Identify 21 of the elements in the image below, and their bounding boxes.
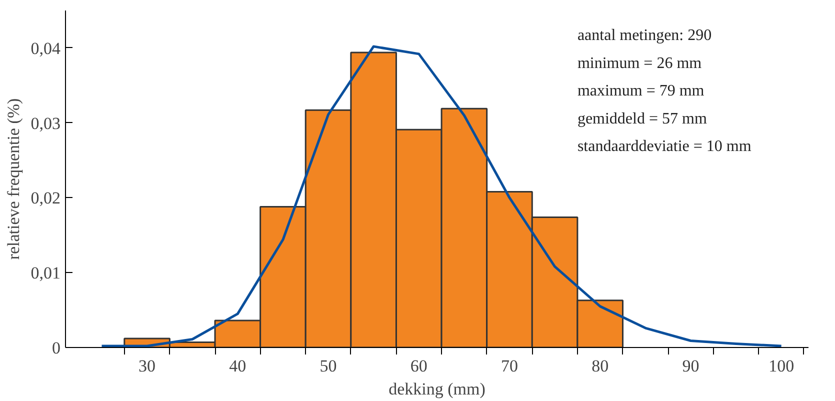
x-tick-label: 90: [682, 356, 700, 376]
annotation: standaarddeviatie = 10 mm: [577, 138, 752, 156]
annotation: maximum = 79 mm: [577, 82, 705, 100]
annotation: aantal metingen: 290: [577, 27, 712, 44]
x-tick-label: 70: [500, 356, 518, 376]
annotation: gemiddeld = 57 mm: [577, 110, 708, 128]
x-tick-label: 40: [229, 356, 246, 376]
y-tick-label: 0: [52, 338, 60, 358]
y-tick-label: 0,03: [30, 114, 60, 133]
y-tick-label: 0,04: [30, 38, 61, 58]
y-tick-label: 0,01: [30, 264, 60, 283]
y-axis-title: relatieve frequentie (%): [4, 98, 23, 260]
x-axis-title: dekking (mm): [388, 380, 486, 398]
line-series: [100, 45, 783, 348]
annotation: minimum = 26 mm: [577, 54, 702, 72]
x-tick-label: 30: [138, 356, 156, 376]
x-tick-label: 100: [768, 356, 794, 376]
x-tick-label: 80: [592, 356, 609, 376]
y-tick-label: 0,02: [30, 188, 60, 208]
x-tick-label: 50: [320, 356, 337, 376]
x-tick-label: 60: [410, 356, 428, 376]
